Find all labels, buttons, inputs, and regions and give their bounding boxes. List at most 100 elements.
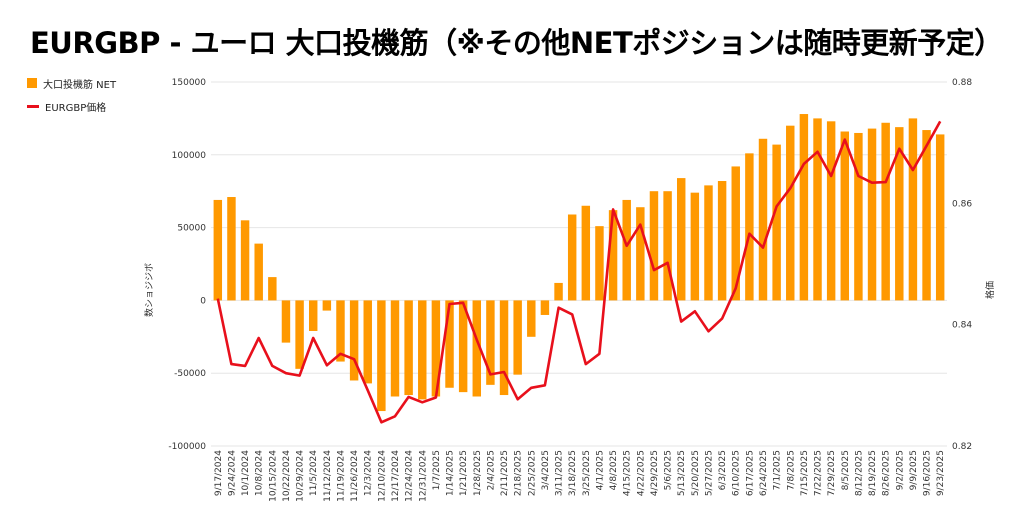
bar [445, 300, 454, 388]
left-tick-label: -100000 [168, 442, 206, 452]
x-axis-ticks: 9/17/2024 9/24/2024 10/1/2024 10/8/2024 10/1… [214, 450, 946, 502]
bar [213, 199, 223, 301]
legend-item-net[interactable]: 大口投機筋 NET [27, 76, 117, 91]
legend-swatch-bar [27, 78, 37, 88]
bar [268, 277, 277, 301]
x-tick-label: 9/17/2024 [214, 450, 224, 496]
line-series [216, 120, 942, 424]
x-tick-label: 3/25/2025 [582, 450, 592, 496]
bar-series [213, 114, 945, 412]
bar [581, 205, 591, 301]
x-tick-label: 2/18/2025 [514, 450, 524, 496]
bar [704, 185, 713, 301]
gridlines [211, 81, 947, 447]
x-tick-label: 4/15/2025 [623, 450, 633, 496]
x-tick-label: 12/31/2024 [418, 450, 428, 502]
x-tick-label: 9/23/2025 [936, 450, 946, 496]
x-tick-label: 9/24/2024 [227, 450, 237, 496]
bar [772, 144, 781, 301]
bar [799, 114, 809, 301]
x-tick-label: 6/3/2025 [718, 450, 728, 490]
legend-swatch-line [27, 104, 39, 108]
bar [458, 300, 468, 393]
x-tick-label: 10/15/2024 [268, 450, 278, 502]
left-axis-ticks: -100000 -50000 0 50000 100000 150000 [168, 78, 206, 452]
x-tick-label: 7/22/2025 [814, 450, 824, 496]
right-tick-label: 0.88 [952, 78, 972, 88]
left-tick-label: 0 [200, 296, 206, 306]
chart-title: EURGBP - ユーロ 大口投機筋（※その他NETポジションは随時更新予定） [30, 26, 1003, 60]
legend-label-net: 大口投機筋 NET [43, 79, 117, 91]
x-tick-label: 9/2/2025 [895, 450, 905, 490]
bar [540, 300, 550, 315]
x-tick-label: 5/27/2025 [704, 450, 714, 496]
x-tick-label: 8/19/2025 [868, 450, 878, 496]
bar [554, 282, 563, 301]
x-tick-label: 6/10/2025 [732, 450, 742, 496]
x-tick-label: 4/1/2025 [595, 450, 605, 490]
x-tick-label: 8/26/2025 [882, 450, 892, 496]
bar [840, 131, 850, 301]
x-tick-label: 4/29/2025 [650, 450, 660, 496]
legend-item-price[interactable]: EURGBP価格 [27, 99, 116, 114]
bar [295, 300, 304, 369]
right-tick-label: 0.84 [952, 321, 972, 331]
x-tick-label: 2/4/2025 [486, 450, 496, 490]
x-tick-label: 10/22/2024 [282, 450, 292, 502]
bar [608, 210, 618, 301]
left-axis-title: 数ショジジボ [143, 263, 155, 317]
bar [935, 134, 945, 301]
x-tick-label: 7/29/2025 [827, 450, 837, 496]
bar [786, 125, 795, 301]
x-tick-label: 5/20/2025 [691, 450, 701, 496]
bar [676, 178, 686, 301]
bar [826, 121, 836, 301]
bar [377, 300, 386, 412]
bar [499, 300, 509, 396]
x-tick-label: 12/24/2024 [405, 450, 415, 502]
x-tick-label: 5/13/2025 [677, 450, 687, 496]
right-axis-ticks: 0.82 0.84 0.86 0.88 [952, 78, 972, 452]
x-tick-label: 2/25/2025 [527, 450, 537, 496]
bar [322, 300, 332, 311]
left-tick-label: -50000 [174, 369, 206, 379]
x-tick-label: 11/12/2024 [323, 450, 333, 502]
right-tick-label: 0.82 [952, 442, 972, 452]
bar [431, 300, 441, 397]
x-tick-label: 7/1/2025 [773, 450, 783, 490]
x-tick-label: 10/1/2024 [241, 450, 251, 496]
x-tick-label: 9/9/2025 [909, 450, 919, 490]
bar [472, 300, 482, 397]
bar [895, 127, 904, 301]
bar [308, 300, 318, 331]
x-tick-label: 1/7/2025 [432, 450, 442, 490]
x-tick-label: 3/18/2025 [568, 450, 578, 496]
x-tick-label: 7/8/2025 [786, 450, 796, 490]
bar [595, 226, 604, 301]
bar [281, 300, 291, 343]
x-tick-label: 8/12/2025 [854, 450, 864, 496]
left-tick-label: 50000 [177, 224, 206, 234]
bar [418, 300, 427, 400]
x-tick-label: 10/29/2024 [296, 450, 306, 502]
bar [513, 300, 522, 375]
bar [336, 300, 345, 362]
bar [486, 300, 495, 385]
x-tick-label: 1/21/2025 [459, 450, 469, 496]
bar [867, 128, 877, 301]
bar [227, 197, 236, 301]
x-tick-label: 5/6/2025 [664, 450, 674, 490]
left-tick-label: 150000 [172, 78, 207, 88]
bar [854, 132, 863, 301]
bar [622, 199, 631, 301]
bar [349, 300, 359, 381]
x-tick-label: 10/8/2024 [255, 450, 265, 496]
bar [254, 243, 263, 301]
bar [881, 122, 890, 301]
right-tick-label: 0.86 [952, 199, 972, 209]
bar [813, 118, 822, 301]
x-tick-label: 12/3/2024 [364, 450, 374, 496]
bar [731, 166, 740, 301]
bar [690, 192, 700, 301]
